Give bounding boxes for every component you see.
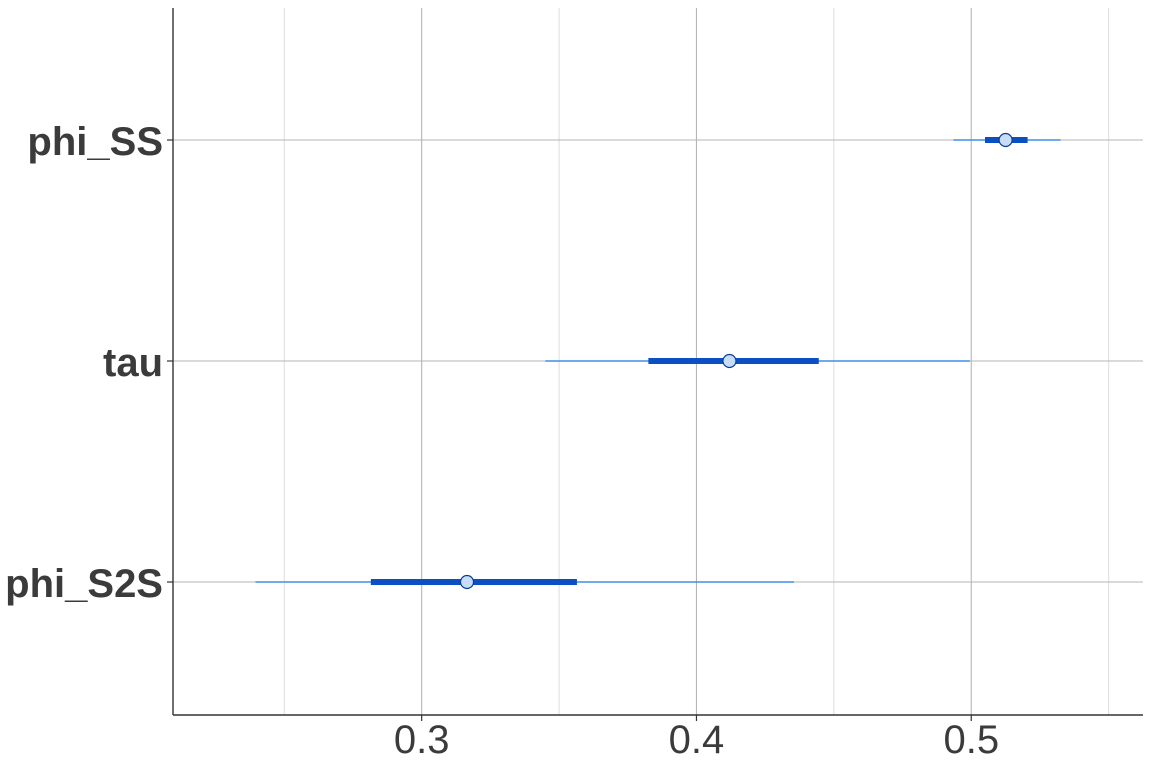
median-point-phi_SS — [998, 132, 1013, 148]
median-point-tau — [722, 353, 737, 369]
y-tick-label-tau: tau — [103, 341, 163, 385]
median-point-phi_S2S — [459, 574, 475, 590]
x-tick-label: 0.5 — [943, 718, 999, 762]
x-tick-label: 0.4 — [669, 718, 725, 762]
y-tick-label-phi_S2S: phi_S2S — [5, 562, 163, 606]
y-tick-label-phi_SS: phi_SS — [27, 120, 163, 164]
x-tick-label: 0.3 — [394, 718, 450, 762]
interval-marks — [255, 132, 1061, 590]
axes — [167, 8, 1143, 721]
